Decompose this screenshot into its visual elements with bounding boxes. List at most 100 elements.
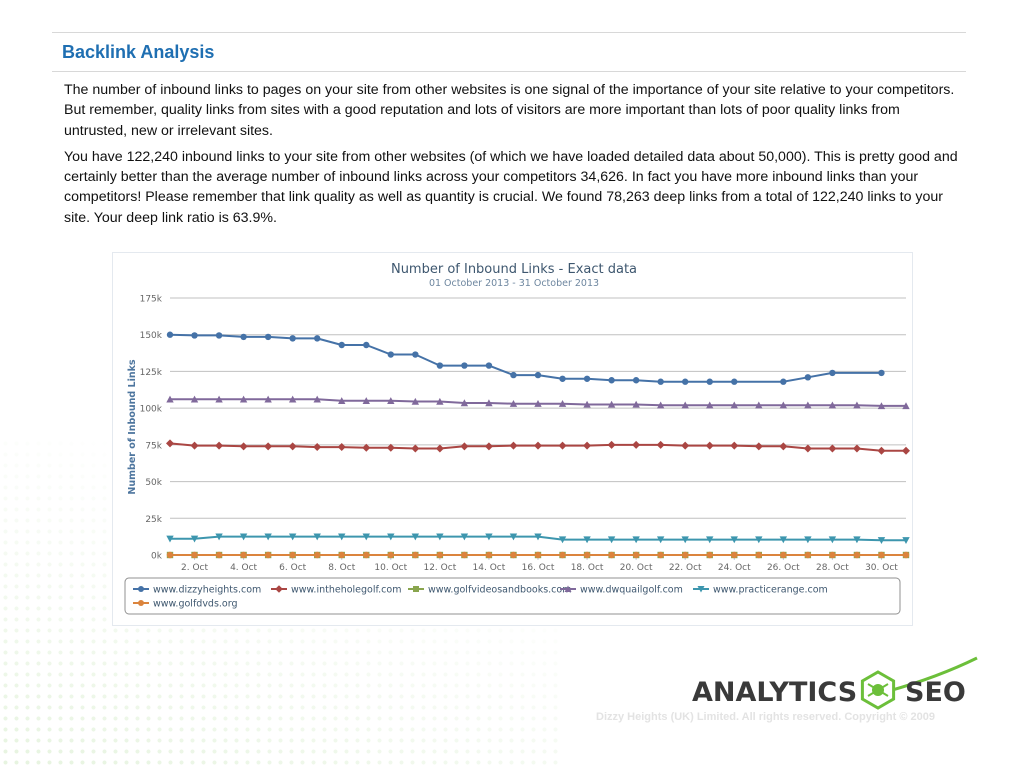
data-point xyxy=(697,586,705,593)
data-point xyxy=(436,397,444,405)
data-point xyxy=(460,533,469,541)
x-tick-label: 12. Oct xyxy=(423,563,456,573)
data-point xyxy=(313,533,321,541)
data-point xyxy=(657,378,664,385)
legend-item: www.intheholegolf.com xyxy=(271,585,401,596)
data-point xyxy=(804,536,812,544)
data-point xyxy=(607,400,616,408)
data-point xyxy=(558,441,567,450)
data-point xyxy=(460,442,469,451)
data-point xyxy=(288,395,297,403)
copyright-text: Dizzy Heights (UK) Limited. All rights r… xyxy=(596,711,935,723)
data-point xyxy=(681,536,689,544)
data-point xyxy=(902,446,910,455)
legend-item: www.practicerange.com xyxy=(693,585,828,596)
data-point xyxy=(706,536,714,544)
data-point xyxy=(779,442,788,451)
data-point xyxy=(138,600,144,606)
data-point xyxy=(387,397,395,404)
data-point xyxy=(583,375,591,382)
y-tick-label: 100k xyxy=(140,405,163,415)
data-point xyxy=(314,335,321,342)
data-point xyxy=(461,362,468,369)
x-tick-label: 30. Oct xyxy=(865,563,898,573)
data-point xyxy=(191,332,198,339)
data-point xyxy=(564,585,572,592)
data-point xyxy=(239,442,248,451)
data-point xyxy=(461,551,468,559)
series-www-practicerange-com xyxy=(166,533,910,545)
data-point xyxy=(190,395,199,403)
x-tick-label: 24. Oct xyxy=(718,563,751,573)
data-point xyxy=(215,551,223,559)
chart-svg: Number of Inbound Links - Exact data 01 … xyxy=(124,262,910,615)
y-axis-label: Number of Inbound Links xyxy=(127,359,138,494)
data-point xyxy=(435,444,444,453)
data-point xyxy=(240,333,247,341)
data-point xyxy=(583,441,592,450)
data-point xyxy=(412,351,419,358)
data-point xyxy=(878,551,885,559)
hexagon-bug-icon xyxy=(860,670,896,710)
data-point xyxy=(166,551,174,559)
data-point xyxy=(780,378,787,385)
data-point xyxy=(755,551,762,559)
data-point xyxy=(190,535,199,543)
data-point xyxy=(411,397,420,405)
data-point xyxy=(166,395,174,403)
data-point xyxy=(288,533,297,541)
data-point xyxy=(705,441,714,450)
data-point xyxy=(264,395,272,403)
data-point xyxy=(485,399,493,407)
y-tick-label: 175k xyxy=(140,295,163,305)
legend-item: www.dwquailgolf.com xyxy=(560,585,683,596)
data-point xyxy=(510,551,517,559)
data-point xyxy=(656,536,665,544)
data-point xyxy=(829,551,836,559)
data-point xyxy=(656,440,665,449)
data-point xyxy=(338,533,346,541)
data-point xyxy=(314,551,321,559)
x-tick-label: 4. Oct xyxy=(230,563,257,573)
y-tick-label: 0k xyxy=(151,552,163,562)
data-point xyxy=(534,551,542,559)
data-point xyxy=(338,551,345,559)
x-tick-label: 22. Oct xyxy=(669,563,702,573)
data-point xyxy=(755,536,763,544)
y-tick-label: 50k xyxy=(145,478,162,488)
data-point xyxy=(706,378,713,385)
data-point xyxy=(779,401,788,409)
data-point xyxy=(731,551,738,559)
legend-label: www.golfvideosandbooks.com xyxy=(428,585,571,596)
data-point xyxy=(877,537,886,545)
data-point xyxy=(387,351,394,358)
data-point xyxy=(780,551,787,559)
data-point xyxy=(558,400,567,407)
data-point xyxy=(656,401,665,409)
legend-label: www.practicerange.com xyxy=(713,585,828,596)
page-body: The number of inbound links to pages on … xyxy=(64,80,959,234)
data-point xyxy=(215,533,223,541)
data-point xyxy=(681,401,689,409)
data-point xyxy=(412,551,419,559)
data-point xyxy=(387,533,395,541)
series-www-intheholegolf-com xyxy=(166,439,910,455)
x-tick-label: 14. Oct xyxy=(473,563,506,573)
data-point xyxy=(804,551,812,559)
data-point xyxy=(510,371,517,379)
x-tick-label: 26. Oct xyxy=(767,563,800,573)
y-tick-label: 125k xyxy=(140,368,163,378)
inbound-links-chart: Number of Inbound Links - Exact data 01 … xyxy=(112,252,913,626)
legend-item: www.dizzyheights.com xyxy=(133,585,261,596)
data-point xyxy=(240,551,247,559)
data-point xyxy=(779,536,788,544)
data-point xyxy=(436,362,444,369)
data-point xyxy=(289,335,296,342)
data-point xyxy=(534,533,542,541)
data-point xyxy=(681,441,690,450)
data-point xyxy=(190,441,199,450)
data-point xyxy=(730,536,738,544)
data-point xyxy=(362,397,370,404)
data-point xyxy=(534,400,542,407)
data-point xyxy=(436,551,444,559)
